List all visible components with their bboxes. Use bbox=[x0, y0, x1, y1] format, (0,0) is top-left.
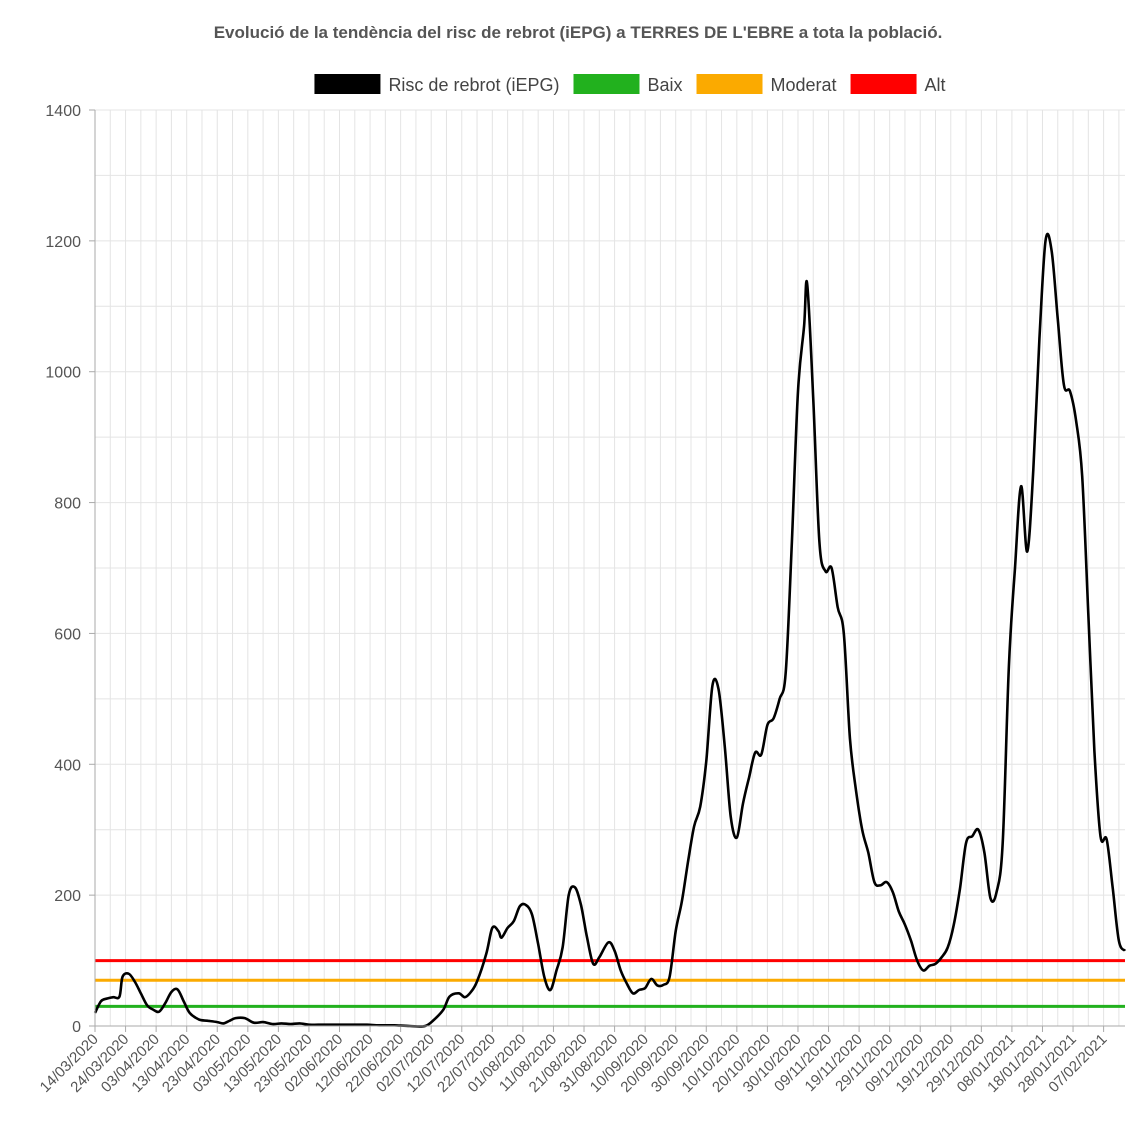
y-tick-label: 0 bbox=[72, 1019, 81, 1036]
x-axis-ticks: 14/03/202024/03/202003/04/202013/04/2020… bbox=[37, 1026, 1110, 1096]
legend: Risc de rebrot (iEPG) Baix Moderat Alt bbox=[314, 74, 946, 95]
legend-label: Alt bbox=[925, 75, 946, 95]
y-tick-label: 400 bbox=[54, 757, 81, 774]
y-tick-label: 200 bbox=[54, 888, 81, 905]
threshold-lines bbox=[95, 959, 1125, 1008]
grid bbox=[94, 109, 1125, 1027]
chart-title: Evolució de la tendència del risc de reb… bbox=[214, 23, 943, 42]
y-tick-label: 1400 bbox=[45, 103, 81, 120]
legend-swatch bbox=[573, 74, 640, 94]
legend-swatch bbox=[696, 74, 763, 94]
legend-label: Moderat bbox=[771, 75, 837, 95]
legend-swatch bbox=[314, 74, 381, 94]
y-tick-label: 1200 bbox=[45, 234, 81, 251]
series-lines bbox=[93, 232, 1127, 1028]
legend-label: Baix bbox=[647, 75, 682, 95]
y-tick-label: 800 bbox=[54, 496, 81, 513]
series-line-iepg bbox=[93, 232, 1127, 1028]
axes bbox=[94, 110, 1125, 1027]
y-tick-label: 1000 bbox=[45, 365, 81, 382]
legend-swatch bbox=[850, 74, 917, 94]
y-axis-ticks: 0 200 400 600 800 1000 1200 1400 bbox=[45, 103, 95, 1036]
legend-label: Risc de rebrot (iEPG) bbox=[388, 75, 559, 95]
y-tick-label: 600 bbox=[54, 626, 81, 643]
